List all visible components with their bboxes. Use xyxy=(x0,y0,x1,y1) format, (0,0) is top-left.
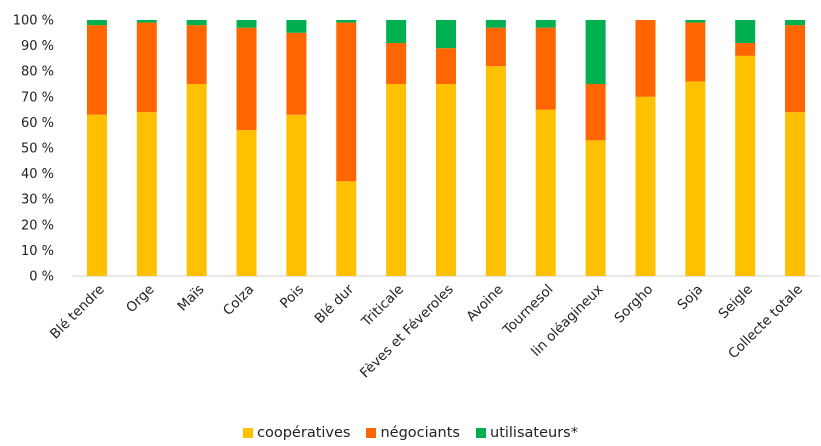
x-category-label: Colza xyxy=(220,282,257,319)
x-category-label: Seigle xyxy=(716,282,756,322)
bar-segment-negociants xyxy=(336,22,357,182)
legend-label: utilisateurs* xyxy=(490,425,578,441)
bar-segment-negociants xyxy=(286,32,307,115)
bar-segment-utilisateurs xyxy=(535,20,556,28)
bar-segment-utilisateurs xyxy=(436,20,456,49)
bar-segment-cooperatives xyxy=(136,112,157,276)
bar-segment-utilisateurs xyxy=(186,20,207,26)
y-tick-label: 30 % xyxy=(21,193,54,208)
bar-segment-cooperatives xyxy=(186,84,207,276)
x-category-label: Pois xyxy=(277,282,307,312)
bar-segment-cooperatives xyxy=(635,96,656,276)
bar-segment-negociants xyxy=(436,48,456,84)
bar-segment-negociants xyxy=(136,22,157,113)
bar-segment-negociants xyxy=(386,43,407,84)
bar-segment-utilisateurs xyxy=(735,20,756,44)
bar-segment-cooperatives xyxy=(286,114,307,276)
y-tick-label: 90 % xyxy=(21,39,54,54)
x-category-label: Fèves et Féveroles xyxy=(357,282,457,382)
y-tick-label: 40 % xyxy=(21,167,54,182)
bar-segment-negociants xyxy=(186,25,207,84)
y-tick-label: 10 % xyxy=(21,244,54,259)
legend-swatch xyxy=(366,428,377,438)
bar-segment-cooperatives xyxy=(535,109,556,276)
x-axis-category-labels: Blé tendre Orge Maïs Colza Pois Blé dur Tritic… xyxy=(47,281,806,381)
bar-segment-cooperatives xyxy=(436,84,456,276)
legend-swatch xyxy=(476,428,486,438)
bar-segment-utilisateurs xyxy=(86,20,107,26)
bar-segment-negociants xyxy=(635,20,656,97)
bar-segment-utilisateurs xyxy=(785,20,806,26)
bar-segment-utilisateurs xyxy=(336,20,357,23)
bar-segment-utilisateurs xyxy=(286,20,307,33)
y-tick-label: 100 % xyxy=(13,14,54,29)
legend-item: utilisateurs* xyxy=(476,425,578,441)
bar-segment-cooperatives xyxy=(585,140,606,276)
bar-segment-cooperatives xyxy=(86,114,107,276)
bar-segment-cooperatives xyxy=(336,181,357,276)
bar-segment-utilisateurs xyxy=(386,20,407,44)
bar-segment-cooperatives xyxy=(785,112,806,276)
bar-segment-negociants xyxy=(785,25,806,113)
x-category-label: Blé dur xyxy=(312,281,358,327)
y-tick-label: 50 % xyxy=(21,142,54,157)
bar-segment-utilisateurs xyxy=(585,20,606,84)
bar-segment-cooperatives xyxy=(485,66,506,276)
y-axis-tick-labels: 0 % 10 % 20 % 30 % 40 % 50 % 60 % 70 % 80 % 90 % 1… xyxy=(13,14,54,285)
bars xyxy=(86,20,806,277)
bar-segment-cooperatives xyxy=(685,81,706,276)
legend-item: négociants xyxy=(366,425,460,441)
bar-segment-negociants xyxy=(86,25,107,115)
legend-swatch xyxy=(243,428,254,438)
x-category-label: Orge xyxy=(123,282,158,317)
x-category-label: Avoine xyxy=(463,282,506,325)
y-tick-label: 60 % xyxy=(21,116,54,131)
bar-segment-utilisateurs xyxy=(236,20,257,28)
x-category-label: Sorgho xyxy=(611,282,656,327)
bar-segment-negociants xyxy=(685,22,706,82)
y-tick-label: 70 % xyxy=(21,90,54,105)
bar-segment-utilisateurs xyxy=(136,20,157,23)
y-tick-label: 20 % xyxy=(21,218,54,233)
legend-item: coopératives xyxy=(243,425,350,441)
legend-label: négociants xyxy=(380,425,460,441)
y-tick-label: 80 % xyxy=(21,65,54,80)
legend-label: coopératives xyxy=(257,425,351,441)
x-category-label: Triticale xyxy=(358,282,407,331)
bar-segment-negociants xyxy=(485,27,506,67)
bar-segment-cooperatives xyxy=(386,84,407,276)
legend: coopératives négociants utilisateurs* xyxy=(0,422,821,444)
x-category-label: Soja xyxy=(674,282,706,314)
bar-segment-negociants xyxy=(585,84,606,141)
bar-segment-utilisateurs xyxy=(485,20,506,28)
bar-segment-negociants xyxy=(236,27,257,131)
bar-segment-negociants xyxy=(735,43,756,56)
y-tick-label: 0 % xyxy=(29,270,54,285)
x-category-label: Blé tendre xyxy=(47,282,108,343)
bar-segment-negociants xyxy=(535,27,556,110)
bar-segment-cooperatives xyxy=(236,130,257,276)
bar-segment-utilisateurs xyxy=(685,20,706,23)
bar-segment-cooperatives xyxy=(735,55,756,277)
x-category-label: Maïs xyxy=(174,282,207,315)
